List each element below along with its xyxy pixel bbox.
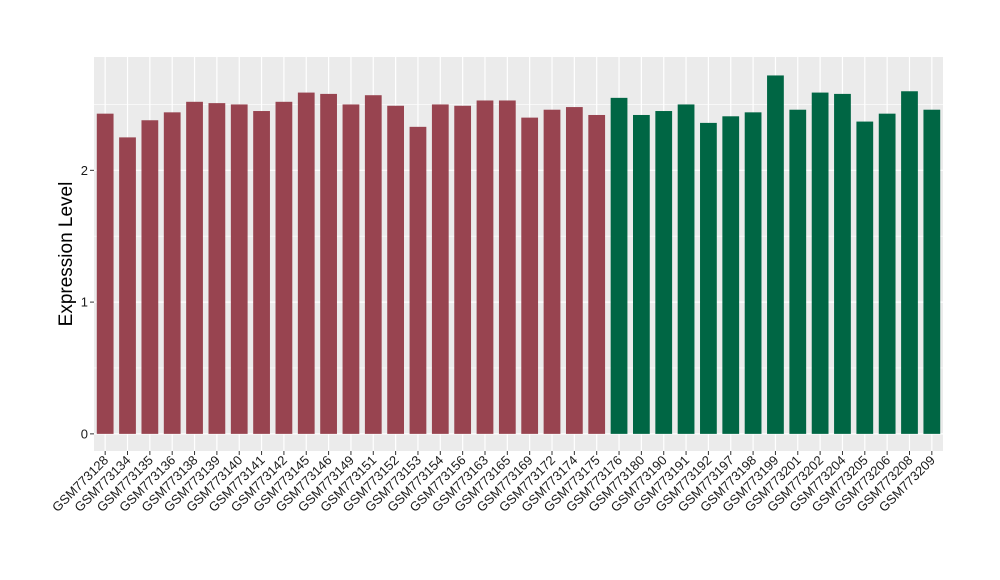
- bar-GSM773208: [901, 91, 918, 434]
- bar-GSM773138: [186, 101, 203, 434]
- x-axis: GSM773128GSM773134GSM773135GSM773136GSM7…: [49, 451, 938, 515]
- y-axis: 0 1 2: [81, 163, 94, 441]
- bar-GSM773142: [275, 101, 293, 434]
- bar-GSM773206: [878, 113, 896, 434]
- bar-GSM773175: [588, 114, 606, 434]
- bar-GSM773135: [141, 120, 159, 434]
- bar-GSM773192: [700, 122, 717, 434]
- bar-GSM773156: [454, 105, 472, 434]
- bar-GSM773190: [655, 111, 673, 434]
- bar-GSM773180: [633, 114, 650, 434]
- bar-GSM773163: [476, 100, 494, 434]
- bar-GSM773140: [230, 104, 248, 434]
- bar-GSM773136: [163, 112, 181, 434]
- y-axis-title: Expression Level: [56, 182, 77, 327]
- y-tick-label: 2: [81, 163, 88, 178]
- bars: [96, 75, 941, 434]
- bar-GSM773141: [253, 111, 270, 434]
- bar-GSM773201: [789, 109, 807, 434]
- bar-GSM773172: [543, 109, 561, 434]
- bar-GSM773198: [744, 112, 762, 434]
- bar-GSM773139: [208, 103, 226, 434]
- bar-GSM773199: [767, 75, 784, 434]
- bar-GSM773151: [364, 95, 382, 434]
- bar-GSM773134: [119, 137, 136, 434]
- y-tick-label: 0: [81, 426, 88, 441]
- bar-GSM773197: [722, 116, 740, 434]
- bar-GSM773209: [923, 109, 941, 434]
- bar-GSM773153: [409, 126, 427, 434]
- bar-GSM773152: [387, 105, 404, 434]
- bar-GSM773204: [834, 93, 851, 434]
- bar-GSM773165: [498, 100, 516, 434]
- bar-GSM773205: [856, 121, 874, 434]
- bar-GSM773202: [811, 92, 829, 434]
- bar-GSM773146: [320, 93, 337, 434]
- bar-GSM773145: [297, 92, 315, 434]
- bar-GSM773176: [610, 97, 628, 434]
- bar-GSM773191: [677, 104, 695, 434]
- bar-GSM773149: [342, 104, 360, 434]
- bar-GSM773128: [96, 113, 114, 434]
- bar-GSM773174: [565, 107, 583, 434]
- bar-GSM773169: [521, 117, 539, 434]
- bar-GSM773154: [431, 104, 449, 434]
- y-tick-label: 1: [81, 295, 88, 310]
